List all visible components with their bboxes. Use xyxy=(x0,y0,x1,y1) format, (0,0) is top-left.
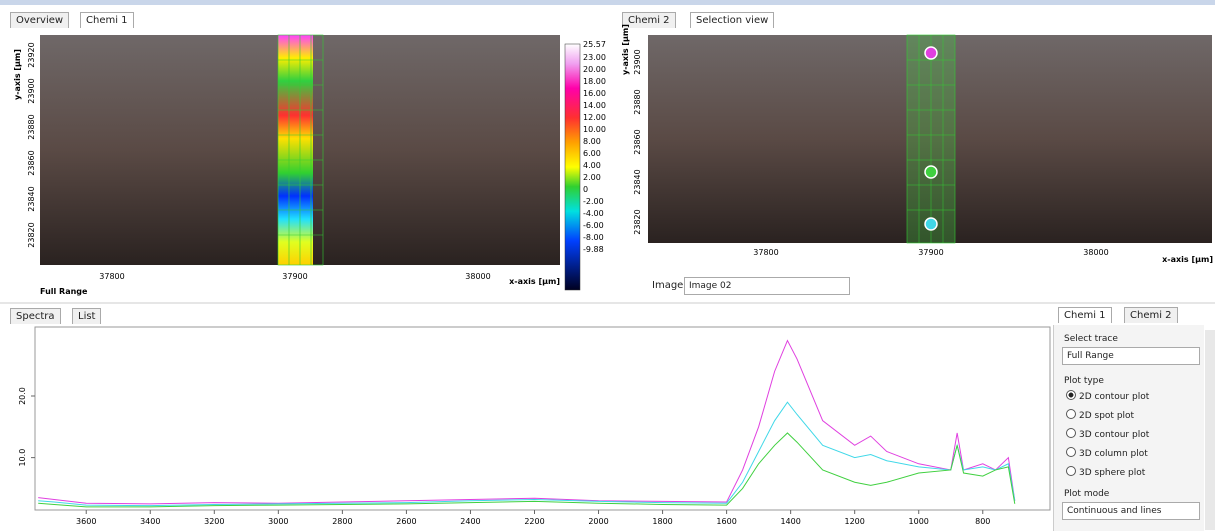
radio-label: 2D spot plot xyxy=(1079,411,1134,421)
trace-label: Full Range xyxy=(40,287,88,296)
radio[interactable] xyxy=(1066,390,1076,400)
scrollbar[interactable] xyxy=(1205,330,1215,530)
x-tick-label: 3400 xyxy=(140,517,160,526)
x-tick-label: 2400 xyxy=(460,517,480,526)
y-tick-label: 23880 xyxy=(633,89,642,114)
x-tick-label: 37800 xyxy=(753,248,778,257)
field-label: Plot type xyxy=(1064,376,1104,386)
colorbar-label: 25.57 xyxy=(583,40,606,49)
canvas: y-axis [µm] x-axis [µm] Full Range y-axi… xyxy=(0,0,1215,531)
mode-select[interactable]: Continuous and lines xyxy=(1062,502,1200,520)
trace-select[interactable]: Full Range xyxy=(1062,347,1200,365)
radio[interactable] xyxy=(1066,428,1076,438)
colorbar-label: 18.00 xyxy=(583,77,606,86)
colorbar-label: 2.00 xyxy=(583,173,601,182)
tab[interactable]: Chemi 2 xyxy=(1124,307,1178,323)
select-value: Image 02 xyxy=(689,281,732,291)
x-axis-label: x-axis [µm] xyxy=(509,277,560,286)
radio-option[interactable]: 2D spot plot xyxy=(1066,409,1134,421)
y-tick-label: 23840 xyxy=(27,186,36,211)
x-tick-label: 38000 xyxy=(465,272,490,281)
colorbar-label: 16.00 xyxy=(583,89,606,98)
y-tick-label: 23860 xyxy=(633,129,642,154)
heatmap-strip xyxy=(278,35,313,265)
radio-label: 2D contour plot xyxy=(1079,392,1149,402)
x-tick-label: 3200 xyxy=(204,517,224,526)
y-axis-label: y-axis [µm] xyxy=(621,24,630,75)
x-tick-label: 37800 xyxy=(99,272,124,281)
selection-point[interactable] xyxy=(925,47,937,59)
tab[interactable]: Spectra xyxy=(10,308,61,324)
y-tick-label: 23860 xyxy=(27,150,36,175)
colorbar-label: 4.00 xyxy=(583,161,601,170)
x-tick-label: 3600 xyxy=(76,517,96,526)
radio-option[interactable]: 2D contour plot xyxy=(1066,390,1149,402)
radio[interactable] xyxy=(1066,447,1076,457)
x-tick-label: 2200 xyxy=(524,517,544,526)
colorbar-label: -6.00 xyxy=(583,221,604,230)
radio-option[interactable]: 3D column plot xyxy=(1066,447,1148,459)
radio-option[interactable]: 3D sphere plot xyxy=(1066,466,1145,478)
y-tick-label: 23920 xyxy=(27,42,36,67)
image-label: Image: xyxy=(652,280,687,291)
radio-option[interactable]: 3D contour plot xyxy=(1066,428,1149,440)
spectrum-line xyxy=(38,341,1015,504)
colorbar-label: 0 xyxy=(583,185,588,194)
y-tick-label: 23820 xyxy=(633,209,642,234)
plot-frame xyxy=(35,327,1050,510)
x-tick-label: 1000 xyxy=(909,517,929,526)
colorbar-label: 6.00 xyxy=(583,149,601,158)
tab[interactable]: List xyxy=(72,308,101,324)
y-axis-label: y-axis [µm] xyxy=(13,49,22,100)
field-label: Plot mode xyxy=(1064,489,1109,499)
colorbar-label: -8.00 xyxy=(583,233,604,242)
colorbar-label: 12.00 xyxy=(583,113,606,122)
y-tick-label: 23840 xyxy=(633,169,642,194)
y-tick-label: 23820 xyxy=(27,222,36,247)
spectrum-line xyxy=(38,402,1015,506)
x-tick-label: 1200 xyxy=(845,517,865,526)
colorbar-label: -9.88 xyxy=(583,245,604,254)
radio-label: 3D sphere plot xyxy=(1079,468,1145,478)
x-tick-label: 38000 xyxy=(1083,248,1108,257)
y-tick-label: 10.0 xyxy=(18,449,27,467)
x-tick-label: 3000 xyxy=(268,517,288,526)
x-tick-label: 1400 xyxy=(780,517,800,526)
radio[interactable] xyxy=(1066,409,1076,419)
colorbar-label: 14.00 xyxy=(583,101,606,110)
colorbar-label: -4.00 xyxy=(583,209,604,218)
x-tick-label: 1800 xyxy=(652,517,672,526)
x-tick-label: 1600 xyxy=(716,517,736,526)
x-tick-label: 37900 xyxy=(282,272,307,281)
image-select[interactable]: Image 02 xyxy=(684,277,850,295)
colorbar-label: 10.00 xyxy=(583,125,606,134)
tab[interactable]: Chemi 1 xyxy=(1058,307,1112,323)
x-axis-label: x-axis [µm] xyxy=(1162,255,1213,264)
radio[interactable] xyxy=(1066,466,1076,476)
x-tick-label: 2000 xyxy=(588,517,608,526)
colorbar-label: 20.00 xyxy=(583,65,606,74)
x-tick-label: 2600 xyxy=(396,517,416,526)
selection-point[interactable] xyxy=(925,218,937,230)
colorbar xyxy=(565,44,580,290)
y-tick-label: 23880 xyxy=(27,114,36,139)
x-tick-label: 2800 xyxy=(332,517,352,526)
radio-label: 3D contour plot xyxy=(1079,430,1149,440)
radio-label: 3D column plot xyxy=(1079,449,1148,459)
app-window: Overview Chemi 1 Chemi 2 Selection view … xyxy=(0,0,1215,531)
colorbar-label: -2.00 xyxy=(583,197,604,206)
y-tick-label: 23900 xyxy=(633,49,642,74)
x-tick-label: 37900 xyxy=(918,248,943,257)
colorbar-label: 8.00 xyxy=(583,137,601,146)
x-tick-label: 800 xyxy=(975,517,990,526)
select-value: Full Range xyxy=(1067,351,1114,361)
y-tick-label: 23900 xyxy=(27,78,36,103)
selection-point[interactable] xyxy=(925,166,937,178)
colorbar-label: 23.00 xyxy=(583,53,606,62)
y-tick-label: 20.0 xyxy=(18,387,27,405)
spectrum-line xyxy=(38,433,1015,507)
field-label: Select trace xyxy=(1064,334,1118,344)
select-value: Continuous and lines xyxy=(1067,506,1161,516)
